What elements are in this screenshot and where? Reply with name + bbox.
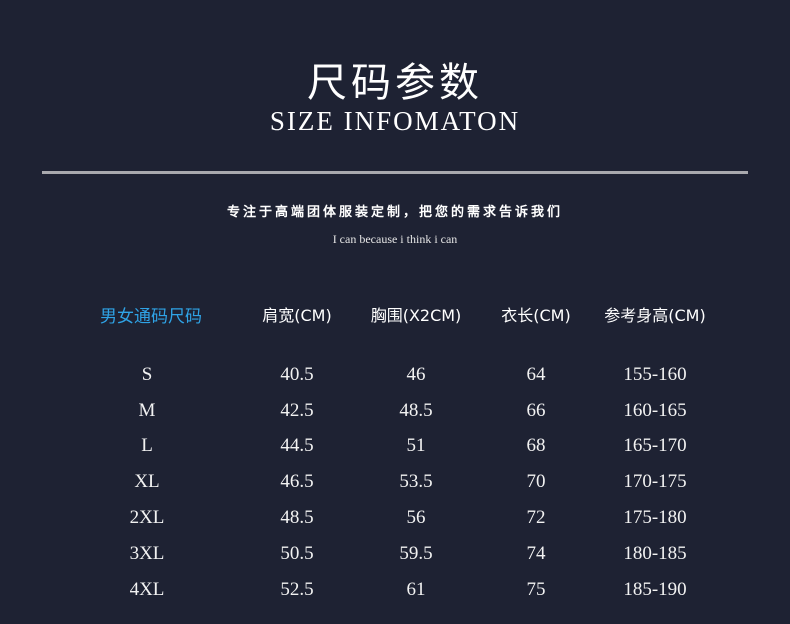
cell-height: 165-170 — [623, 435, 687, 456]
header-chest: 胸围(X2CM) — [370, 306, 462, 325]
cell-size: 2XL — [129, 507, 165, 528]
header-size: 男女通码尺码 — [100, 307, 202, 327]
cell-length: 64 — [526, 364, 546, 385]
cell-size: 3XL — [129, 543, 165, 564]
cell-chest: 51 — [406, 435, 426, 456]
motto: I can because i think i can — [332, 232, 458, 246]
cell-chest: 61 — [406, 579, 426, 600]
divider — [42, 171, 748, 174]
cell-height: 170-175 — [623, 471, 687, 492]
cell-shoulder-width: 48.5 — [280, 507, 314, 528]
cell-shoulder-width: 40.5 — [280, 364, 314, 385]
cell-chest: 53.5 — [399, 471, 433, 492]
cell-height: 155-160 — [623, 364, 687, 385]
header-shoulder-width: 肩宽(CM) — [262, 306, 332, 325]
cell-size: S — [141, 364, 153, 385]
cell-chest: 46 — [406, 364, 426, 385]
page-title: 尺码参数 — [307, 60, 483, 106]
cell-chest: 59.5 — [399, 543, 433, 564]
cell-chest: 48.5 — [399, 400, 433, 421]
cell-shoulder-width: 50.5 — [280, 543, 314, 564]
cell-length: 70 — [526, 471, 546, 492]
cell-shoulder-width: 46.5 — [280, 471, 314, 492]
cell-length: 68 — [526, 435, 546, 456]
cell-shoulder-width: 44.5 — [280, 435, 314, 456]
cell-length: 66 — [526, 400, 546, 421]
cell-height: 160-165 — [623, 400, 687, 421]
cell-shoulder-width: 42.5 — [280, 400, 314, 421]
slogan: 专注于高端团体服装定制，把您的需求告诉我们 — [226, 205, 563, 220]
cell-size: M — [138, 400, 156, 421]
cell-size: XL — [134, 471, 160, 492]
page-subtitle: SIZE INFOMATON — [269, 106, 521, 136]
cell-length: 74 — [526, 543, 546, 564]
cell-size: L — [141, 435, 153, 456]
cell-length: 72 — [526, 507, 546, 528]
cell-length: 75 — [526, 579, 546, 600]
header-height: 参考身高(CM) — [604, 306, 706, 325]
cell-shoulder-width: 52.5 — [280, 579, 314, 600]
header-length: 衣长(CM) — [501, 306, 571, 325]
cell-size: 4XL — [129, 579, 165, 600]
cell-chest: 56 — [406, 507, 426, 528]
cell-height: 185-190 — [623, 579, 687, 600]
cell-height: 175-180 — [623, 507, 687, 528]
cell-height: 180-185 — [623, 543, 687, 564]
